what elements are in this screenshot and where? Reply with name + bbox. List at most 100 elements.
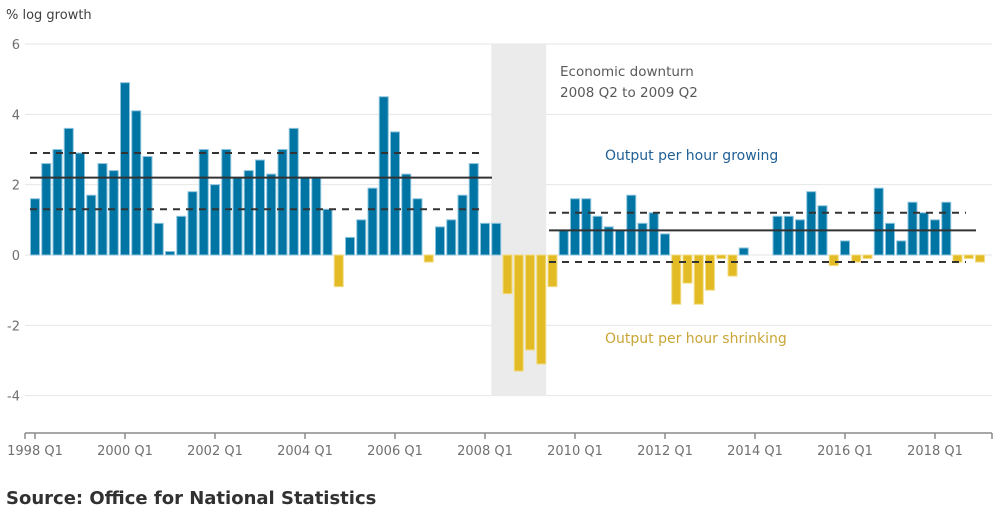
bar-positive — [795, 219, 805, 256]
bar-positive — [626, 194, 637, 256]
bar-positive — [480, 222, 490, 256]
bar-positive — [840, 240, 850, 256]
bar-positive — [153, 222, 164, 256]
bar-negative — [502, 254, 513, 295]
bar-positive — [277, 148, 288, 256]
bar-negative — [423, 254, 434, 263]
x-tick-label: 2004 Q1 — [277, 444, 333, 459]
bar-positive — [615, 229, 625, 256]
bar-negative — [682, 254, 693, 284]
annotations: Economic downturn 2008 Q2 to 2009 Q2 Out… — [560, 64, 787, 347]
bar-positive — [198, 148, 209, 256]
bar-negative — [851, 254, 862, 263]
bar-positive — [210, 184, 220, 256]
x-tick-label: 2008 Q1 — [457, 444, 513, 459]
bar-negative — [536, 254, 547, 365]
bar-positive — [300, 177, 310, 256]
x-tick-label: 2006 Q1 — [367, 444, 423, 459]
y-axis-ticks: 6 4 2 0 -2 -4 — [7, 38, 20, 405]
downturn-label-line2: 2008 Q2 to 2009 Q2 — [560, 85, 698, 101]
bar-positive — [885, 222, 895, 256]
bar-positive — [592, 215, 603, 256]
bar-positive — [457, 194, 468, 256]
x-tick-label: 2010 Q1 — [547, 444, 603, 459]
bar-positive — [581, 198, 592, 256]
y-tick-label: 0 — [12, 249, 20, 264]
bar-positive — [401, 173, 412, 256]
bar-positive — [637, 222, 648, 256]
y-tick-label: 2 — [12, 179, 20, 194]
bar-positive — [367, 187, 378, 256]
bar-positive — [896, 240, 907, 256]
bar-positive — [660, 233, 670, 256]
bar-negative — [963, 254, 974, 260]
bar-positive — [165, 250, 175, 256]
bar-negative — [705, 254, 715, 291]
bar-positive — [86, 194, 97, 256]
bar-positive — [907, 201, 918, 256]
y-tick-label: 6 — [12, 38, 20, 53]
bar-negative — [513, 254, 524, 372]
y-tick-label: 4 — [12, 108, 20, 123]
bar-positive — [142, 156, 153, 256]
y-axis-title: % log growth — [6, 8, 92, 23]
x-axis: 1998 Q1 2000 Q1 2002 Q1 2004 Q1 2006 Q1 2008 … — [7, 432, 993, 459]
bar-positive — [356, 219, 367, 256]
x-tick-label: 2002 Q1 — [187, 444, 243, 459]
bar-positive — [131, 110, 142, 256]
x-tick-label: 2012 Q1 — [637, 444, 693, 459]
bar-negative — [975, 254, 985, 263]
bar-positive — [120, 82, 130, 256]
bar-positive — [378, 96, 389, 256]
bar-negative — [547, 254, 558, 288]
productivity-chart: % log growth 6 4 2 0 -2 -4 1998 Q1 2000 Q1 2002… — [6, 8, 993, 459]
bar-positive — [255, 159, 265, 256]
bar-negative — [716, 254, 727, 260]
bar-positive — [806, 191, 817, 256]
bar-positive — [930, 219, 940, 256]
bar-positive — [232, 177, 243, 256]
bar-positive — [873, 187, 884, 256]
reference-lines — [30, 152, 976, 264]
bar-positive — [446, 219, 457, 256]
bar-positive — [738, 247, 749, 256]
bar-positive — [63, 127, 74, 256]
bar-negative — [727, 254, 738, 277]
annotation-shrinking: Output per hour shrinking — [605, 331, 787, 347]
bar-positive — [288, 127, 299, 256]
bar-positive — [75, 152, 85, 256]
bar-positive — [108, 170, 119, 256]
bar-positive — [772, 215, 783, 256]
bar-positive — [221, 148, 232, 256]
bars — [30, 82, 985, 372]
source-note: Source: Office for National Statistics — [6, 488, 377, 509]
bar-negative — [333, 254, 344, 288]
bar-positive — [648, 212, 659, 256]
bar-negative — [671, 254, 682, 305]
bar-positive — [176, 215, 187, 256]
bar-positive — [311, 177, 322, 256]
bar-positive — [243, 170, 254, 256]
bar-negative — [952, 254, 963, 263]
bar-positive — [390, 131, 400, 256]
x-tick-label: 2018 Q1 — [907, 444, 963, 459]
y-tick-label: -2 — [7, 319, 20, 334]
x-tick-label: 2014 Q1 — [727, 444, 783, 459]
bar-positive — [435, 226, 445, 256]
bar-positive — [52, 148, 63, 256]
bar-positive — [187, 191, 198, 256]
bar-positive — [918, 212, 929, 256]
bar-positive — [266, 173, 277, 256]
annotation-growing: Output per hour growing — [605, 148, 778, 164]
bar-positive — [941, 201, 952, 256]
bar-positive — [345, 236, 355, 256]
bar-positive — [491, 222, 502, 256]
bar-positive — [30, 198, 40, 256]
bar-negative — [862, 254, 873, 260]
y-tick-label: -4 — [7, 390, 20, 405]
bar-positive — [412, 198, 423, 256]
bar-negative — [828, 254, 839, 267]
x-tick-label: 2016 Q1 — [817, 444, 873, 459]
bar-positive — [570, 198, 580, 256]
bar-positive — [603, 226, 614, 256]
